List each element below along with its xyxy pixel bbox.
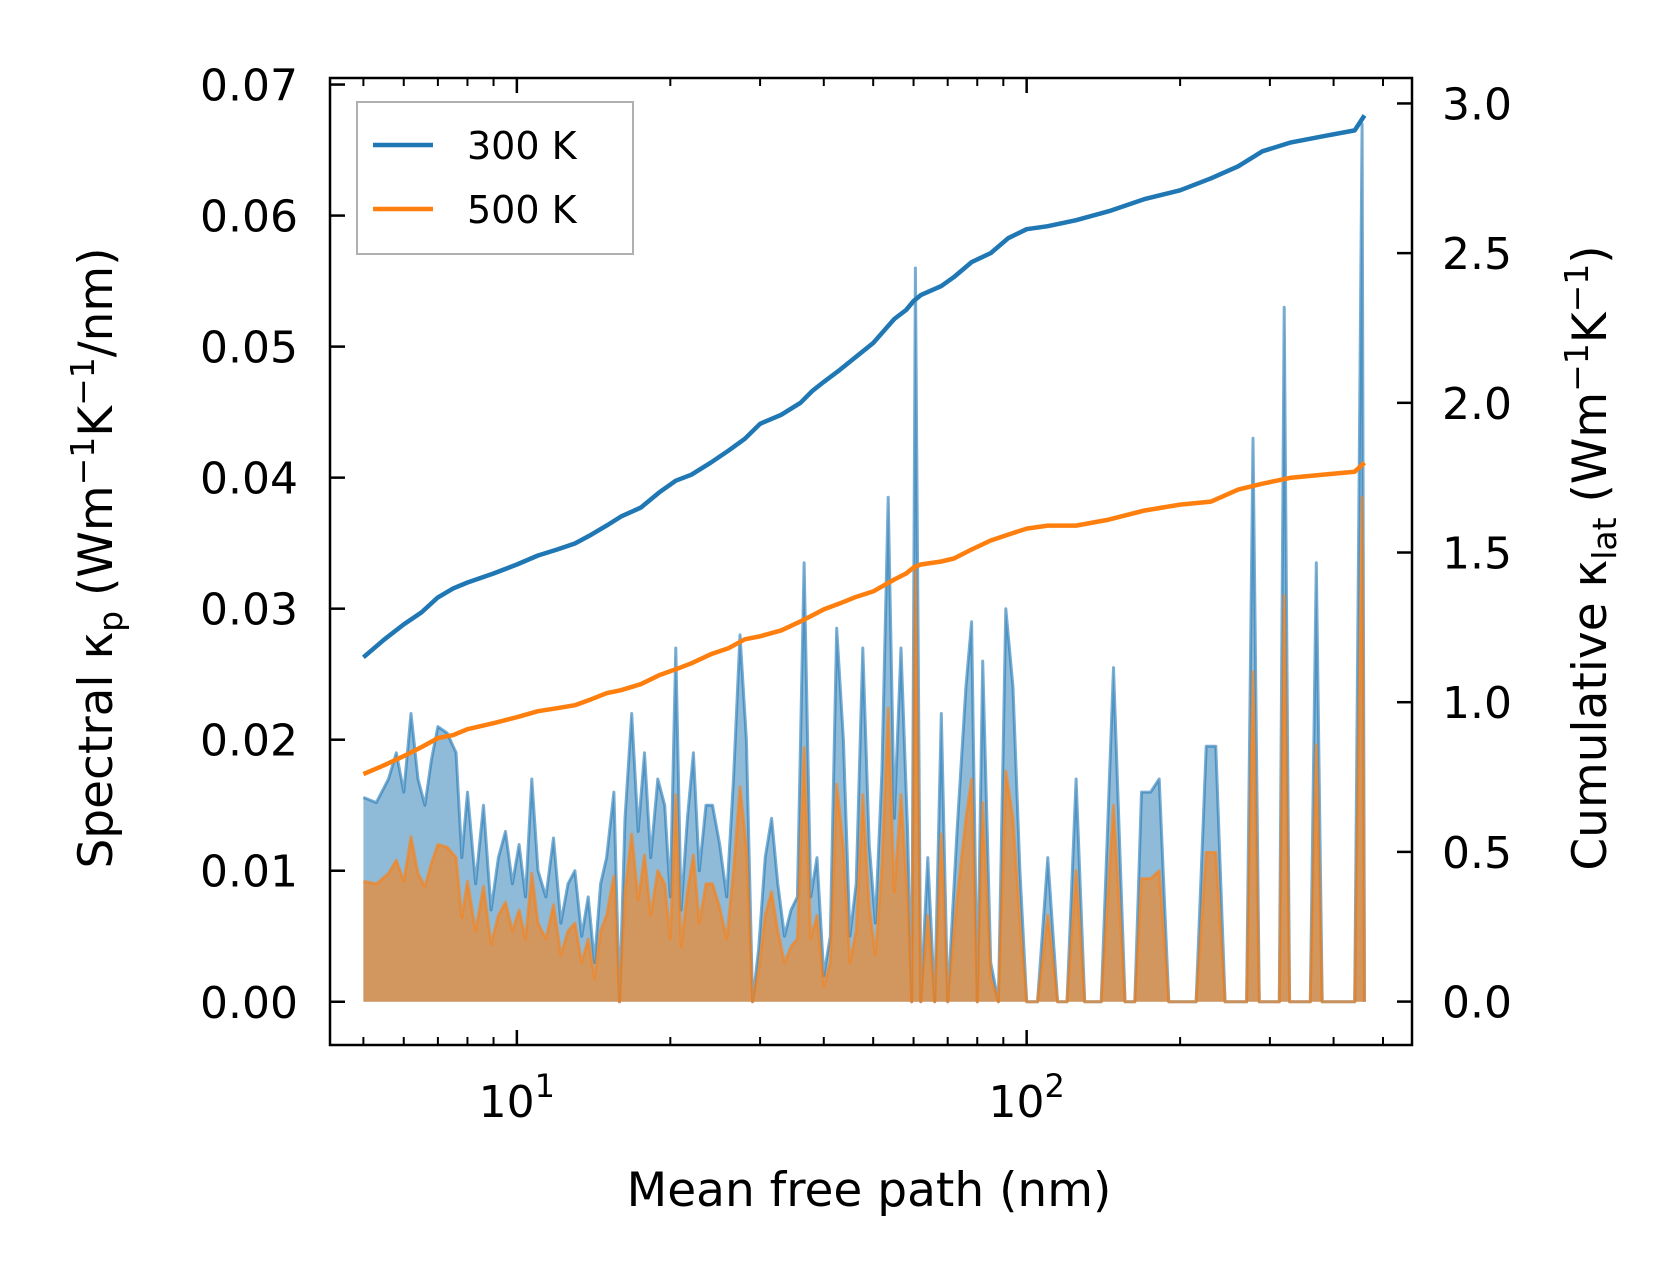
y-left-title-sup1: −1 [63, 437, 102, 486]
y-right-tick-label: 1.5 [1442, 529, 1512, 580]
y-left-title-sub: p [91, 611, 130, 632]
legend: 300 K 500 K [356, 101, 634, 255]
y-right-tick-label: 1.0 [1442, 678, 1512, 729]
legend-box [356, 101, 634, 255]
y-right-tick-label: 2.0 [1442, 379, 1512, 430]
plot-frame [328, 76, 1414, 1047]
y-right-tick-label: 0.5 [1442, 828, 1512, 879]
y-left-tick-label: 0.06 [200, 192, 298, 243]
y-left-title-mid: (Wm [69, 485, 124, 611]
spectral-area-300k [363, 123, 1365, 1002]
x-tick-base: 10 [479, 1077, 535, 1128]
y-left-title-mid2: K [69, 405, 124, 437]
y-right-title-mid2: K [1563, 311, 1618, 343]
spectral-line-500k [363, 495, 1366, 1004]
y-right-title-post: ) [1563, 245, 1618, 263]
y-left-axis-title: Spectral κp (Wm−1K−1/nm) [63, 247, 130, 868]
y-left-tick-label: 0.01 [200, 847, 298, 898]
x-tick-base: 10 [988, 1077, 1044, 1128]
y-right-tick-label: 2.5 [1442, 229, 1512, 280]
y-right-title-sup2: −1 [1557, 264, 1596, 313]
y-right-title-sup1: −1 [1557, 343, 1596, 392]
spectral-area-500k [363, 497, 1365, 1002]
y-right-title-sub: lat [1585, 517, 1624, 559]
x-axis-title: Mean free path (nm) [627, 1163, 1112, 1218]
y-right-axis-title: Cumulative κlat (Wm−1K−1) [1557, 245, 1624, 870]
cumulative-line-300k [361, 114, 1367, 660]
y-left-tick-label: 0.02 [200, 716, 298, 767]
y-right-tick-label: 3.0 [1442, 79, 1512, 130]
axes: 0.00 0.01 0.02 0.03 0.04 0.05 0.06 0.07 0.0 0.5 1.… [200, 61, 1512, 1128]
x-tick-exponent: 2 [1044, 1067, 1064, 1105]
x-tick-label: 102 [988, 1067, 1064, 1128]
y-left-title-pre: Spectral κ [69, 632, 124, 869]
y-right-title-pre: Cumulative κ [1563, 560, 1618, 871]
y-right-title-mid: (Wm [1563, 392, 1618, 518]
plot-area [361, 114, 1367, 1004]
y-left-tick-label: 0.05 [200, 323, 298, 374]
y-left-tick-label: 0.03 [200, 585, 298, 636]
cumulative-line-500k [362, 461, 1367, 777]
x-tick-exponent: 1 [535, 1067, 555, 1105]
y-left-tick-label: 0.00 [200, 978, 298, 1029]
y-left-title-post: /nm) [69, 247, 124, 357]
y-right-tick-label: 0.0 [1442, 978, 1512, 1029]
y-left-tick-label: 0.07 [200, 61, 298, 112]
legend-label: 300 K [467, 124, 578, 168]
y-left-tick-label: 0.04 [200, 454, 298, 505]
y-left-title-sup2: −1 [63, 357, 102, 406]
legend-label: 500 K [467, 188, 578, 232]
x-tick-label: 101 [479, 1067, 555, 1128]
